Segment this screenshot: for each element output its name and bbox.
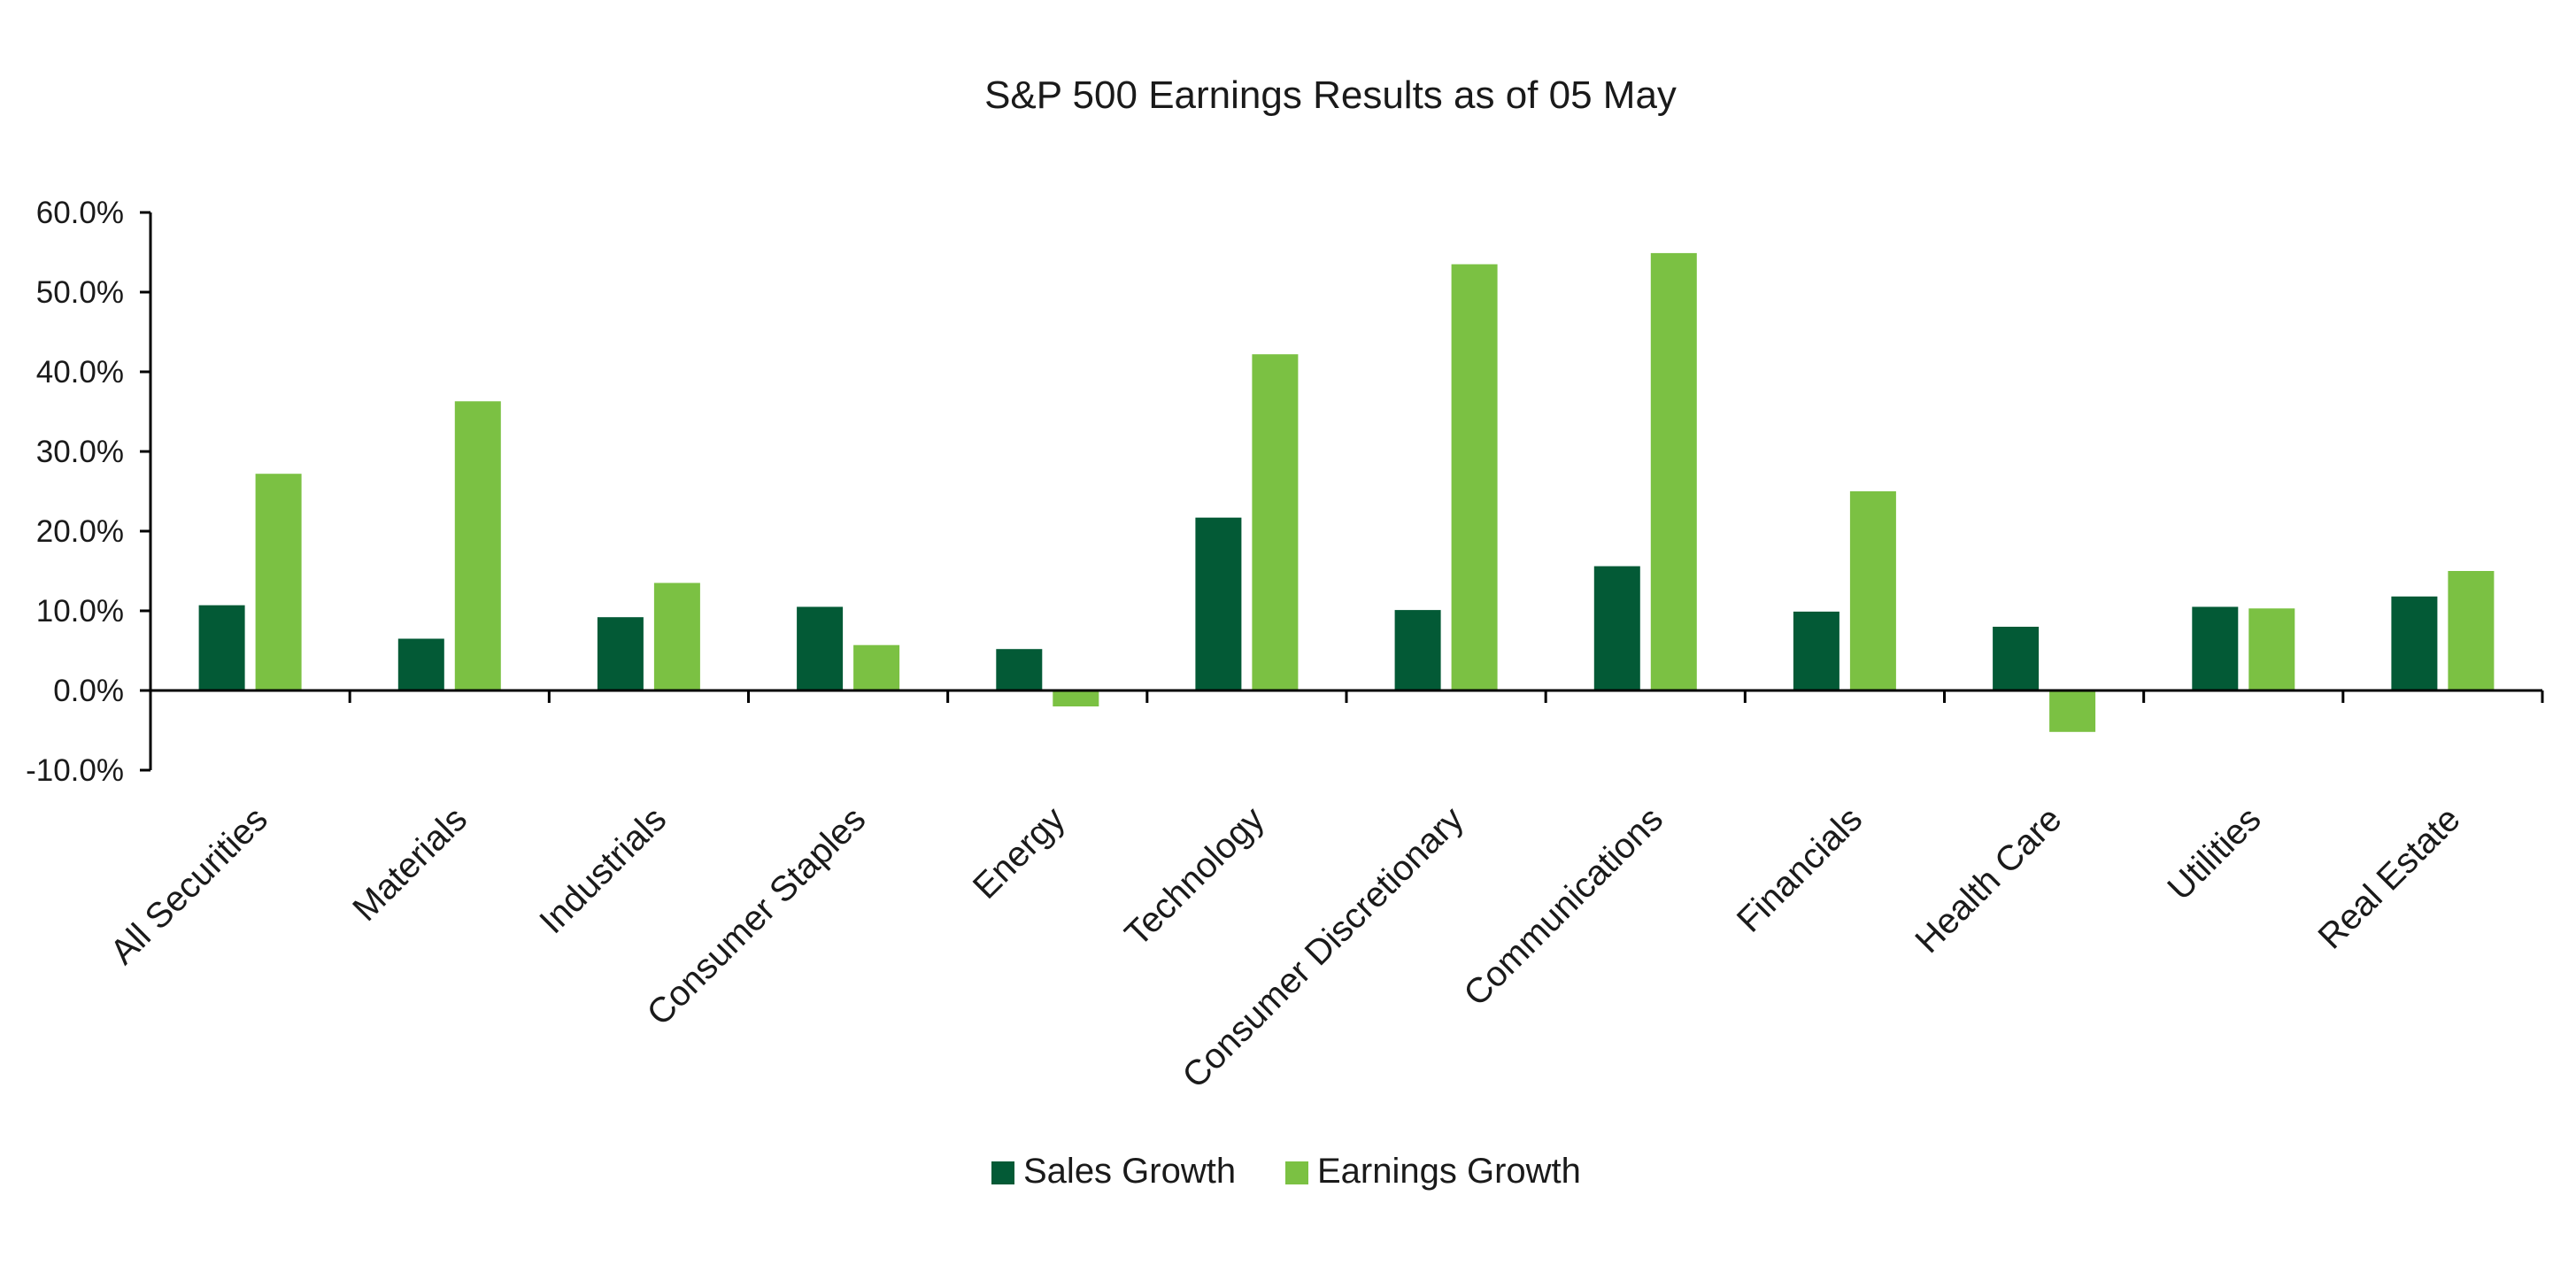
y-tick-label: 40.0% <box>36 355 124 390</box>
chart-title: S&P 500 Earnings Results as of 05 May <box>984 73 1677 117</box>
legend-label: Earnings Growth <box>1317 1152 1581 1191</box>
earnings-growth-bar <box>853 644 900 690</box>
sales-growth-bar <box>397 638 444 690</box>
sales-growth-bar <box>1993 627 2040 690</box>
x-category-label: Industrials <box>532 799 674 941</box>
x-category-label: Utilities <box>2160 799 2268 907</box>
sales-growth-bar <box>198 605 245 690</box>
earnings-growth-bar <box>1053 690 1099 706</box>
y-tick-label: 60.0% <box>36 196 124 230</box>
earnings-growth-bar <box>255 474 302 690</box>
earnings-growth-bar <box>2448 571 2495 690</box>
sales-growth-bar <box>1593 566 1640 690</box>
legend-label: Sales Growth <box>1023 1152 1236 1191</box>
x-category-label: Communications <box>1456 799 1670 1014</box>
earnings-growth-bar <box>1650 252 1697 690</box>
sales-growth-bar <box>1394 610 1441 690</box>
sales-growth-bar <box>597 617 644 690</box>
earnings-growth-bar <box>454 401 501 690</box>
earnings-growth-bar <box>1849 491 1896 690</box>
x-category-label: Financials <box>1730 799 1870 939</box>
earnings-growth-bar <box>1252 354 1299 690</box>
x-category-label: Energy <box>966 799 1073 906</box>
y-axis: 60.0% 50.0% 40.0% 30.0% 20.0% 10.0% 0.0% -10.0% <box>26 196 152 788</box>
sales-growth-bar <box>2192 606 2239 690</box>
earnings-growth-bar <box>2049 690 2096 732</box>
sales-growth-bar <box>996 649 1043 690</box>
earnings-growth-bar <box>653 582 700 690</box>
sales-growth-bar <box>1793 611 1839 690</box>
earnings-growth-bar <box>1451 264 1498 690</box>
x-axis <box>150 689 2544 703</box>
sales-growth-bar <box>2391 596 2438 690</box>
x-category-label: Materials <box>345 799 474 929</box>
x-category-label: Technology <box>1118 799 1272 953</box>
x-category-label: Health Care <box>1908 799 2069 960</box>
x-category-label: Real Estate <box>2310 799 2467 956</box>
legend-swatch-sales-growth <box>991 1161 1014 1184</box>
legend: Sales Growth Earnings Growth <box>991 1152 1581 1191</box>
sales-growth-bar <box>1195 517 1242 690</box>
category-labels: All Securities Materials IndustrialsConsum… <box>103 799 2467 1095</box>
y-tick-label: 50.0% <box>36 275 124 310</box>
x-category-label: Consumer Staples <box>640 799 874 1033</box>
x-category-label: All Securities <box>103 799 275 972</box>
y-tick-label: -10.0% <box>26 753 124 788</box>
bars <box>198 252 2495 732</box>
sales-growth-bar <box>797 606 844 690</box>
y-tick-label: 20.0% <box>36 514 124 549</box>
legend-swatch-earnings-growth <box>1285 1161 1308 1184</box>
earnings-growth-bar <box>2248 608 2295 690</box>
y-tick-label: 0.0% <box>53 674 124 708</box>
y-tick-label: 30.0% <box>36 435 124 469</box>
y-tick-label: 10.0% <box>36 594 124 629</box>
